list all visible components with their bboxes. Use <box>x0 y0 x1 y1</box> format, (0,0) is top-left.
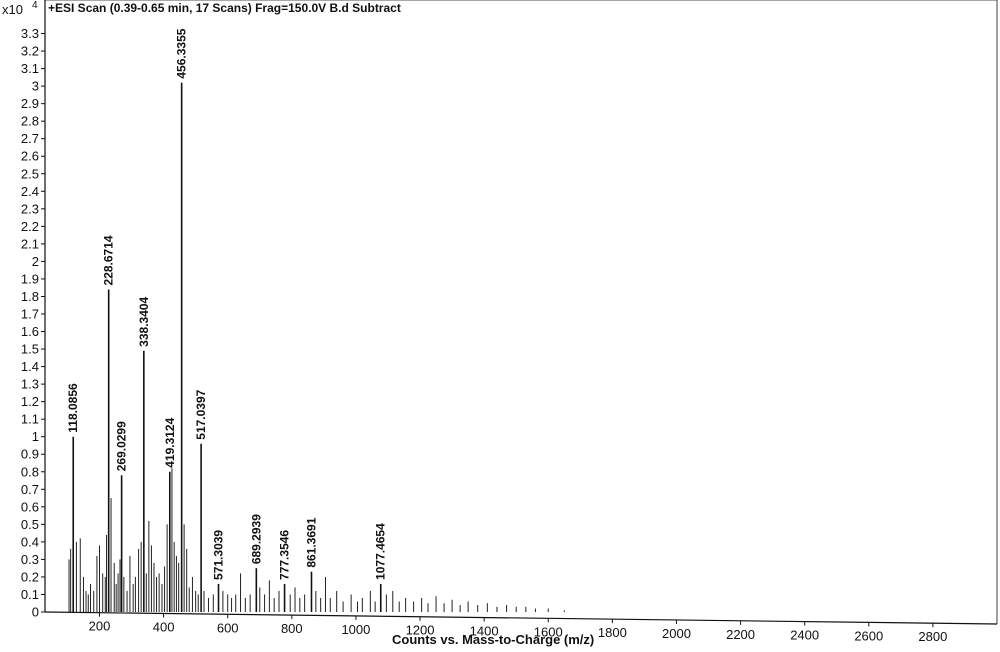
peak-label: 689.2939 <box>249 514 263 564</box>
x-axis-line <box>44 611 998 625</box>
x-tick-label: 2400 <box>790 628 819 643</box>
x-tick-label: 1200 <box>406 623 435 638</box>
y-tick-label: 1.6 <box>21 324 39 339</box>
y-tick-label: 0.1 <box>21 587 39 602</box>
minor-peak-group <box>68 468 565 612</box>
x-tick-label: 2000 <box>662 626 691 641</box>
peak-label: 118.0856 <box>66 383 80 433</box>
y-tick-label: 1.7 <box>21 307 39 322</box>
peak-label: 861.3691 <box>304 517 318 567</box>
y-tick-label: 1.9 <box>21 271 39 286</box>
y-tick-label: 1.8 <box>21 289 39 304</box>
plot-frame <box>44 0 998 625</box>
y-tick-label: 0 <box>32 605 39 620</box>
y-tick-label: 2.1 <box>21 236 39 251</box>
y-tick-label: 1.2 <box>21 394 39 409</box>
y-tick-label: 0.5 <box>21 517 39 532</box>
y-tick-label: 2.2 <box>21 219 39 234</box>
x-tick-label: 2800 <box>918 629 947 644</box>
y-tick-label: 3.3 <box>21 26 39 41</box>
y-tick-label: 0.9 <box>21 447 39 462</box>
y-tick-label: 0.4 <box>21 534 39 549</box>
y-tick-label: 0.3 <box>21 552 39 567</box>
y-tick-label: 0.6 <box>21 499 39 514</box>
y-tick-label: 2.8 <box>21 114 39 129</box>
y-tick-label: 1.1 <box>21 412 39 427</box>
y-tick-label: 0.7 <box>21 482 39 497</box>
x-axis-label: Counts vs. Mass-to-Charge (m/z) <box>392 632 594 647</box>
labeled-peak-group: 118.0856 228.6714 269.0299 338.3404 419.3124… <box>66 28 388 612</box>
y-tick-label: 1 <box>32 429 39 444</box>
y-tick-label: 1.5 <box>21 342 39 357</box>
x-tick-label: 200 <box>89 619 111 634</box>
x-tick-label: 1800 <box>598 625 627 640</box>
y-tick-label: 0.2 <box>21 569 39 584</box>
y-tick-label: 2.7 <box>21 131 39 146</box>
y-exponent-label: 4 <box>32 0 38 11</box>
x-tick-label: 1000 <box>341 622 370 637</box>
peak-label: 228.6714 <box>102 235 116 285</box>
x-tick-label: 1600 <box>534 624 563 639</box>
peak-label: 419.3124 <box>163 417 177 467</box>
y-tick-label: 1.3 <box>21 377 39 392</box>
peak-label: 456.3355 <box>175 28 189 78</box>
x-tick-label: 2600 <box>854 628 883 643</box>
chart-title: +ESI Scan (0.39-0.65 min, 17 Scans) Frag… <box>48 1 401 15</box>
y-tick-label: 2.6 <box>21 149 39 164</box>
x-tick-label: 2200 <box>726 627 755 642</box>
y-tick-label: 3.1 <box>21 61 39 76</box>
y-tick-label: 2.3 <box>21 201 39 216</box>
y-tick-group: 0 0.1 0.2 0.3 0.4 0.5 0.6 0.7 0.8 0.9 1 1.1 1.2 1.3 1.… <box>21 26 45 620</box>
y-tick-label: 0.8 <box>21 464 39 479</box>
y-tick-label: 2.4 <box>21 184 39 199</box>
y-tick-label: 2.9 <box>21 96 39 111</box>
peak-label: 338.3404 <box>137 296 151 346</box>
x-tick-label: 600 <box>217 620 239 635</box>
peak-label: 269.0299 <box>115 421 129 471</box>
y-tick-label: 3 <box>32 79 39 94</box>
peak-label: 777.3546 <box>278 530 292 580</box>
y-tick-label: 3.2 <box>21 44 39 59</box>
peak-label: 1077.4654 <box>374 523 388 580</box>
y-tick-label: 2.5 <box>21 166 39 181</box>
peak-label: 571.3039 <box>212 530 226 580</box>
x-tick-label: 400 <box>153 619 175 634</box>
y-tick-label: 1.4 <box>21 359 39 374</box>
y-tick-label: 2 <box>32 254 39 269</box>
x-tick-group: 200 400 600 800 1000 1200 1400 1600 1800 2000 2200… <box>89 612 947 644</box>
x-tick-label: 800 <box>281 621 303 636</box>
peak-label: 517.0397 <box>194 389 208 439</box>
x-tick-label: 1400 <box>470 624 499 639</box>
y-multiplier-label: x10 <box>2 2 23 17</box>
